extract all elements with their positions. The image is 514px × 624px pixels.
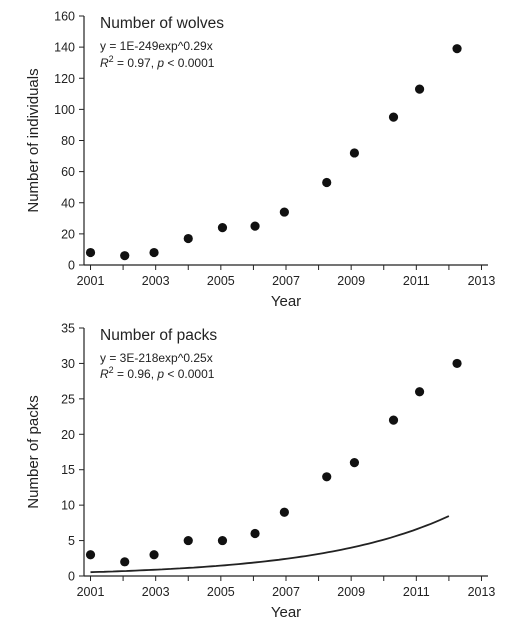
- data-point: [452, 358, 462, 369]
- data-point: [120, 557, 130, 567]
- y-tick-label: 10: [61, 499, 75, 513]
- x-tick-label: 2001: [77, 585, 105, 599]
- x-tick-label: 2007: [272, 274, 300, 288]
- chart-title: Number of wolves: [100, 15, 224, 32]
- fit-statistics: R2 = 0.96, p < 0.0001: [100, 365, 215, 381]
- data-point: [388, 415, 399, 425]
- x-axis-title: Year: [271, 604, 301, 621]
- data-point: [322, 177, 332, 188]
- y-tick-label: 30: [61, 357, 75, 371]
- x-axis-title: Year: [271, 293, 301, 310]
- data-point: [322, 472, 332, 482]
- data-point: [279, 507, 289, 517]
- y-tick-label: 100: [54, 103, 75, 117]
- y-tick-label: 35: [61, 322, 75, 336]
- x-tick-label: 2009: [337, 585, 365, 599]
- y-tick-label: 80: [61, 134, 75, 148]
- data-point: [217, 535, 228, 546]
- x-tick-label: 2003: [142, 274, 170, 288]
- data-point: [414, 84, 425, 94]
- y-tick-label: 0: [68, 570, 75, 584]
- data-point: [250, 221, 260, 231]
- data-point: [452, 44, 462, 54]
- x-tick-label: 2011: [403, 274, 430, 288]
- chart-panel-1: 0 20 40 60 80 100 120 140 160 2001 2003 2005 2007 200…: [25, 10, 496, 311]
- data-point: [414, 387, 425, 397]
- data-point: [250, 528, 260, 539]
- y-tick-label: 20: [61, 428, 75, 442]
- fit-curve: [90, 515, 450, 574]
- x-tick-label: 2001: [77, 274, 105, 288]
- data-point: [120, 251, 130, 261]
- data-point: [349, 148, 360, 158]
- data-point: [279, 207, 289, 217]
- x-tick-label: 2013: [468, 585, 496, 599]
- x-tick-label: 2007: [272, 585, 300, 599]
- y-tick-label: 25: [61, 392, 75, 406]
- data-point: [388, 112, 399, 122]
- data-point: [349, 458, 360, 468]
- chart-title: Number of packs: [100, 327, 217, 344]
- y-tick-label: 60: [61, 165, 75, 179]
- data-point: [149, 247, 159, 258]
- x-tick-label: 2009: [337, 274, 365, 288]
- y-tick-label: 20: [61, 227, 75, 241]
- y-tick-label: 120: [54, 72, 75, 86]
- data-point: [149, 550, 159, 560]
- x-tick-label: 2005: [207, 585, 235, 599]
- fit-equation: y = 3E-218exp^0.25x: [100, 351, 213, 365]
- x-tick-label: 2003: [142, 585, 170, 599]
- y-tick-label: 15: [61, 463, 75, 477]
- data-point: [217, 223, 228, 233]
- data-point: [183, 535, 193, 546]
- data-point: [183, 233, 193, 244]
- data-point: [85, 247, 96, 258]
- x-tick-label: 2013: [468, 274, 496, 288]
- y-axis-title: Number of individuals: [25, 68, 42, 212]
- fit-statistics: R2 = 0.97, p < 0.0001: [100, 54, 215, 70]
- x-tick-label: 2011: [403, 585, 430, 599]
- chart-panel-2: 0 5 10 15 20 25 30 35 2001 2003 2005 2007 2009 2011 20…: [25, 322, 495, 622]
- y-axis-title: Number of packs: [25, 395, 42, 508]
- x-tick-label: 2005: [207, 274, 235, 288]
- fit-equation: y = 1E-249exp^0.29x: [100, 39, 213, 53]
- y-tick-label: 5: [68, 534, 75, 548]
- y-tick-label: 40: [61, 196, 75, 210]
- y-tick-label: 140: [54, 41, 75, 55]
- data-point: [85, 550, 96, 560]
- y-tick-label: 160: [54, 10, 75, 24]
- y-tick-label: 0: [68, 259, 75, 273]
